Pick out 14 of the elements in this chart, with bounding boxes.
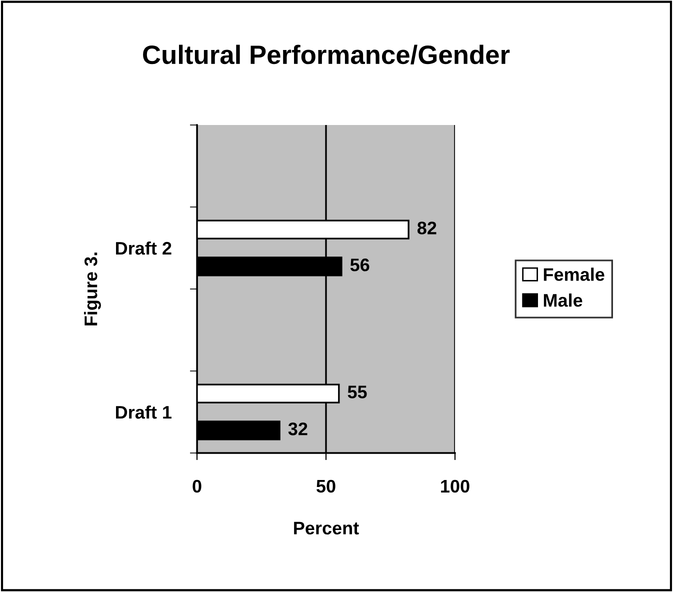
legend-label: Male: [544, 294, 582, 307]
legend-label: Female: [544, 268, 604, 281]
y-tick-label: Draft 1: [116, 405, 172, 419]
y-axis-title: Figure 3.: [84, 252, 101, 326]
x-tick-label: 0: [192, 480, 202, 493]
x-tick-label: 100: [441, 480, 470, 493]
chart-title: Cultural Performance/Gender: [143, 44, 510, 64]
data-label: 56: [350, 258, 370, 272]
x-tick-label: 50: [316, 480, 336, 493]
data-label: 55: [348, 386, 367, 398]
x-axis-title: Percent: [294, 522, 359, 534]
y-tick-label: Draft 2: [116, 241, 172, 255]
data-label: 32: [288, 422, 308, 436]
data-label: 82: [417, 222, 436, 234]
